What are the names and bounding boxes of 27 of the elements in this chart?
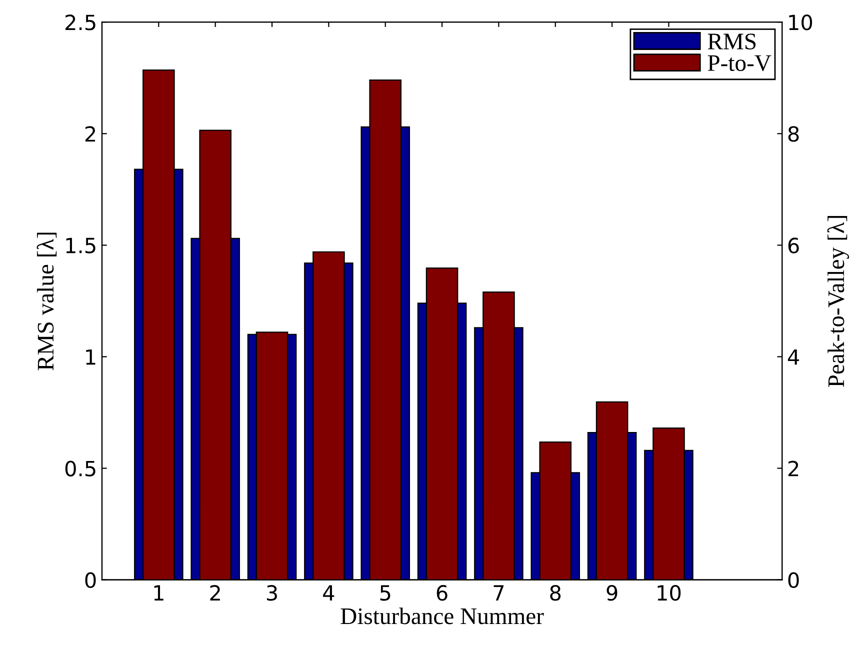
x-tick-label: 9 xyxy=(606,585,618,601)
x-axis-title: Disturbance Nummer xyxy=(340,608,544,624)
y-tick-label: 1.5 xyxy=(66,238,96,254)
y-tick-label: 0.5 xyxy=(65,460,96,476)
y-tick-label: 2.5 xyxy=(66,14,96,30)
x-tick-label: 4 xyxy=(323,585,334,600)
y2-tick-label: 2 xyxy=(788,460,798,476)
y-tick-label: 2 xyxy=(85,126,96,142)
x-tick-label: 8 xyxy=(550,585,561,601)
y2-tick-label: 4 xyxy=(788,349,800,365)
x-tick-label: 1 xyxy=(154,585,164,600)
x-tick-label: 10 xyxy=(658,585,681,601)
y2-tick-label: 10 xyxy=(789,14,812,30)
y2-axis-title: Peak-to-Valley [λ] xyxy=(827,216,850,387)
y-tick-label: 1 xyxy=(86,349,96,365)
y2-tick-label: 6 xyxy=(788,238,799,254)
legend-label: RMS xyxy=(708,34,756,50)
x-tick-label: 3 xyxy=(266,585,277,601)
x-tick-label: 6 xyxy=(436,585,448,601)
y2-tick-label: 8 xyxy=(788,126,799,142)
y2-tick-label: 0 xyxy=(788,572,799,588)
x-tick-label: 7 xyxy=(494,585,504,600)
y-axis-title: RMS value [λ] xyxy=(36,232,57,370)
x-tick-label: 2 xyxy=(210,585,220,600)
legend-label: P-to-V xyxy=(708,55,772,72)
y-tick-label: 0 xyxy=(85,572,96,588)
x-tick-label: 5 xyxy=(380,585,390,601)
